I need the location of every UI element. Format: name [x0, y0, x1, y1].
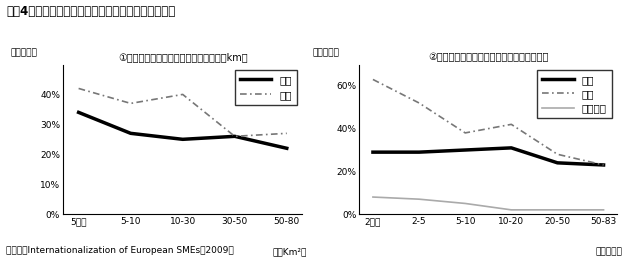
Text: 図衠4　国土・人口規模と中小企業の海外展開の関係: 図衠4 国土・人口規模と中小企業の海外展開の関係 [6, 5, 176, 18]
Title: ①国土の規模と中小企業の海外展開（万km）: ①国土の規模と中小企業の海外展開（万km） [118, 52, 248, 62]
Title: ②人口規模と中小企業の海外展開（百万人）: ②人口規模と中小企業の海外展開（百万人） [428, 52, 549, 62]
Text: （万Km²）: （万Km²） [273, 247, 307, 256]
Legend: 輸出, 輸入: 輸出, 輸入 [235, 70, 297, 105]
Text: （出所）Internationalization of European SMEs（2009）: （出所）Internationalization of European SME… [6, 246, 234, 255]
Text: （百万人）: （百万人） [596, 247, 622, 256]
Legend: 輸出, 輸入, 海外投資: 輸出, 輸入, 海外投資 [537, 70, 612, 118]
Text: （構成比）: （構成比） [10, 48, 37, 57]
Text: （構成比）: （構成比） [312, 48, 340, 57]
